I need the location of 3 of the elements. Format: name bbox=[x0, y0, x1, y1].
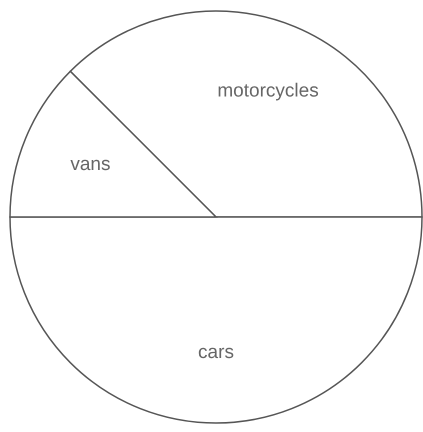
slice-label: motorcycles bbox=[217, 80, 319, 102]
slice-label: vans bbox=[70, 154, 110, 175]
slice-label: cars bbox=[198, 342, 234, 363]
